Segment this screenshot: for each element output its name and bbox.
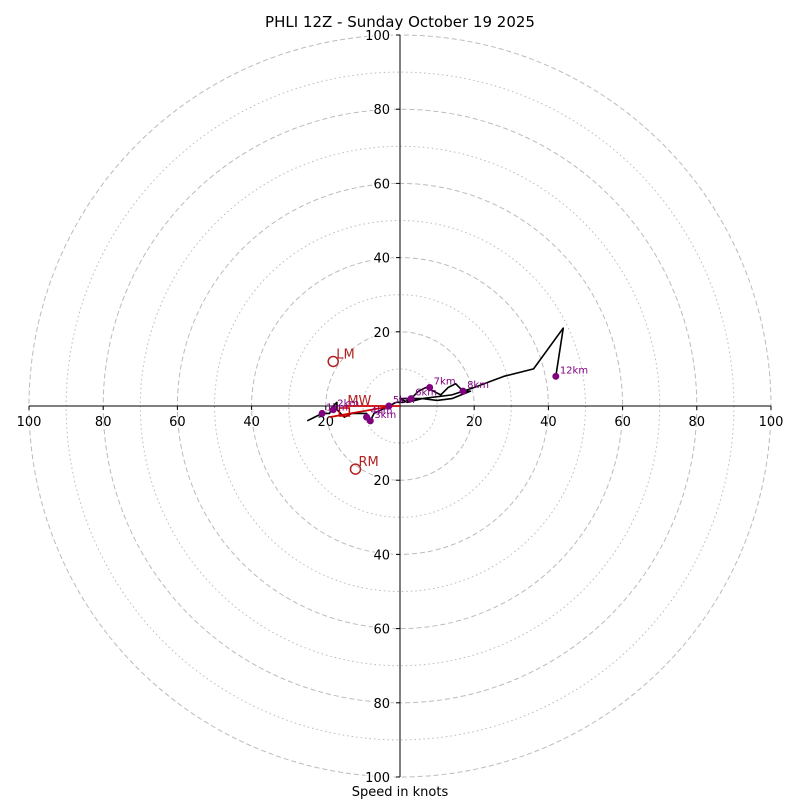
height-marker-label: 8km	[467, 380, 489, 391]
y-tick-label: 40	[373, 548, 390, 563]
height-marker	[385, 402, 393, 410]
storm-motion-markers: LM RM	[327, 347, 379, 475]
y-tick-label: 80	[373, 697, 390, 712]
x-tick-label: 60	[614, 415, 631, 430]
y-tick-label: 60	[373, 623, 390, 638]
axis-ticks: 100 80 60 40 20 20 40 60 80 100 100 80 60 40 20 20 40 60 8…	[17, 28, 784, 788]
y-tick-label: 60	[373, 177, 390, 192]
storm-motion-marker	[327, 355, 339, 368]
x-tick-label: 80	[95, 415, 112, 430]
height-marker-label: 7km	[434, 376, 456, 387]
storm-motion-marker	[349, 463, 362, 475]
height-marker-label: 2km	[337, 399, 359, 410]
height-marker-label: 4km	[371, 406, 393, 417]
height-marker	[318, 409, 326, 417]
y-tick-label: 20	[373, 326, 390, 341]
height-marker	[459, 387, 467, 395]
y-tick-label: 40	[373, 252, 390, 267]
x-tick-label: 20	[318, 415, 335, 430]
x-tick-label: 60	[169, 415, 186, 430]
vector-layer: MW	[329, 394, 400, 419]
height-marker	[426, 383, 434, 391]
height-marker	[329, 406, 337, 414]
x-tick-label: 40	[243, 415, 260, 430]
storm-motion-label: LM	[336, 347, 354, 362]
x-tick-label: 100	[759, 415, 784, 430]
y-tick-label: 80	[373, 103, 390, 118]
chart-title: PHLI 12Z - Sunday October 19 2025	[265, 13, 535, 31]
y-tick-label: 100	[365, 29, 390, 44]
height-marker-label: 5km	[393, 395, 415, 406]
x-tick-label: 20	[466, 415, 483, 430]
y-tick-label: 100	[365, 771, 390, 786]
height-marker-label: 3km	[374, 410, 396, 421]
x-axis-label: Speed in knots	[352, 785, 449, 800]
hodograph-trace	[306, 327, 565, 422]
storm-motion-label: RM	[358, 455, 378, 470]
height-marker-label: 12km	[560, 365, 588, 376]
x-tick-label: 40	[540, 415, 557, 430]
mean-wind-label: MW	[347, 394, 371, 409]
x-tick-label: 100	[17, 415, 42, 430]
x-tick-label: 80	[689, 415, 706, 430]
height-marker-label: 1km	[326, 402, 348, 413]
height-marker	[552, 372, 560, 380]
mean-wind-marker	[338, 407, 351, 417]
height-marker	[363, 413, 371, 421]
height-marker	[407, 395, 415, 403]
wind-profile-line	[306, 327, 565, 422]
height-marker-label: 6km	[415, 388, 437, 399]
y-tick-label: 20	[373, 474, 390, 489]
